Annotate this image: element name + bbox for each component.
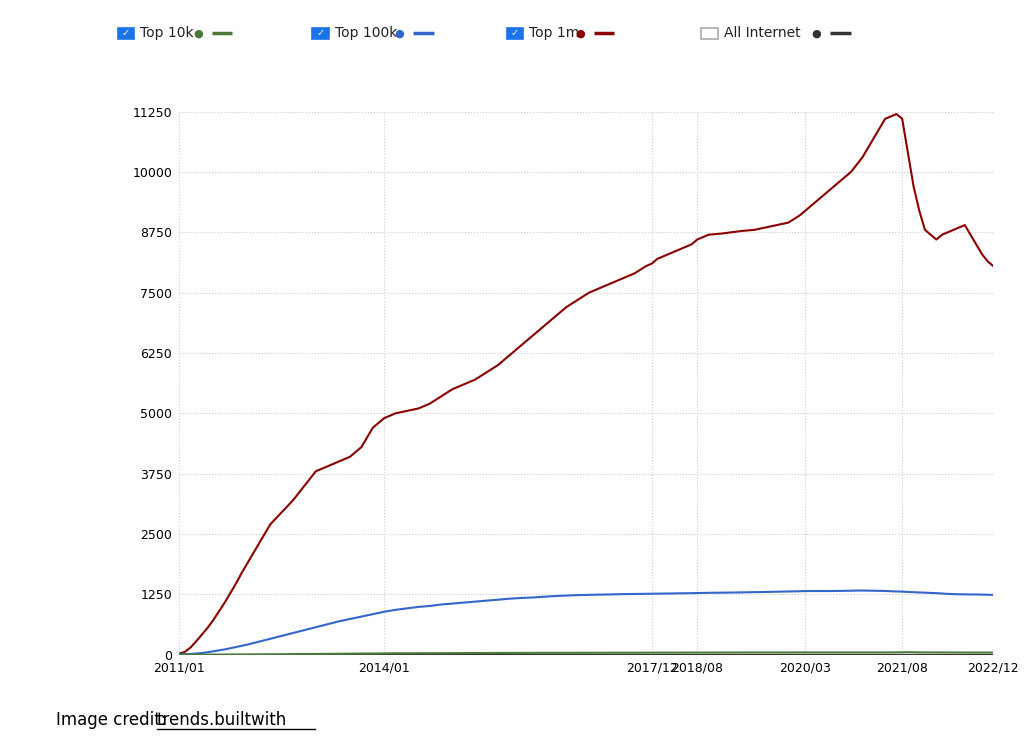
Text: All Internet: All Internet — [724, 27, 801, 40]
Text: Top 1m: Top 1m — [529, 27, 580, 40]
Text: ✓: ✓ — [316, 28, 325, 39]
Text: Top 10k: Top 10k — [140, 27, 194, 40]
Text: Image credit:: Image credit: — [56, 711, 172, 729]
Text: trends.builtwith: trends.builtwith — [157, 711, 287, 729]
Text: ●: ● — [812, 28, 821, 39]
Text: ✓: ✓ — [122, 28, 130, 39]
Text: ●: ● — [194, 28, 203, 39]
Text: ●: ● — [394, 28, 404, 39]
Text: ●: ● — [575, 28, 585, 39]
Text: ✓: ✓ — [511, 28, 519, 39]
Text: Top 100k: Top 100k — [335, 27, 397, 40]
